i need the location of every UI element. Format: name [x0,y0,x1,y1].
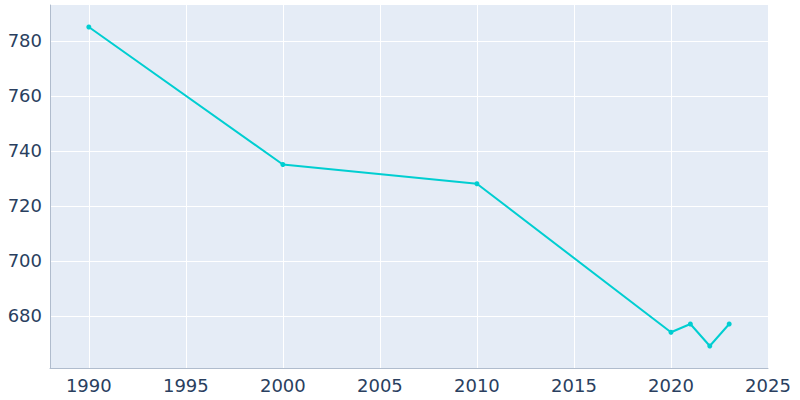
svg-text:740: 740 [8,140,42,161]
svg-text:2025: 2025 [745,375,791,396]
svg-text:700: 700 [8,250,42,271]
svg-text:680: 680 [8,305,42,326]
svg-text:2015: 2015 [551,375,597,396]
svg-text:2000: 2000 [260,375,306,396]
svg-text:2010: 2010 [454,375,500,396]
svg-text:1995: 1995 [163,375,209,396]
svg-text:720: 720 [8,195,42,216]
svg-text:2020: 2020 [648,375,694,396]
svg-text:2005: 2005 [357,375,403,396]
svg-text:780: 780 [8,30,42,51]
svg-text:1990: 1990 [66,375,112,396]
svg-text:760: 760 [8,85,42,106]
